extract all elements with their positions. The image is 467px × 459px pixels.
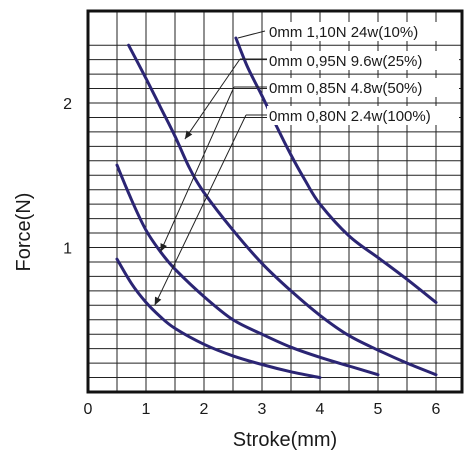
plot-frame: [86, 9, 464, 394]
x-tick-label: 4: [316, 401, 325, 418]
arrowhead: [154, 296, 162, 306]
grid: [88, 11, 462, 392]
legend-label-3: 0mm 0,85N 4.8w(50%): [269, 80, 422, 97]
series-line-1: [234, 36, 438, 304]
legend-label-background: [267, 78, 459, 97]
y-tick-label: 2: [63, 96, 72, 113]
x-tick-label: 5: [374, 401, 383, 418]
x-axis-title: Stroke(mm): [233, 429, 337, 451]
arrowhead: [184, 130, 193, 140]
legend-label-2: 0mm 0,95N 9.6w(25%): [269, 53, 422, 70]
legend-label-background: [267, 106, 459, 125]
y-tick-label: 1: [63, 241, 72, 258]
series-line-4: [115, 257, 322, 380]
y-axis-title: Force(N): [13, 193, 35, 272]
leader-line: [160, 86, 235, 253]
legend-label-background: [267, 51, 459, 70]
leader-line: [237, 30, 266, 39]
x-tick-label: 3: [258, 401, 267, 418]
leader-line: [184, 58, 241, 140]
series-line-2: [127, 43, 438, 377]
x-tick-label: 0: [84, 401, 93, 418]
curves: [115, 36, 438, 380]
legend-label-1: 0mm 1,10N 24w(10%): [269, 24, 418, 41]
series-line-3: [115, 163, 380, 377]
x-tick-label: 2: [200, 401, 209, 418]
legend-label-4: 0mm 0,80N 2.4w(100%): [269, 108, 431, 125]
x-tick-label: 6: [432, 401, 441, 418]
leader-line: [154, 114, 247, 306]
legend-label-background: [267, 22, 459, 41]
arrowhead: [160, 243, 167, 252]
x-tick-label: 1: [142, 401, 151, 418]
tick-labels: 0 1 2 3 4 5 6 1 2: [63, 96, 440, 418]
annotations: 0mm 1,10N 24w(10%) 0mm 0,95N 9.6w(25%) 0mm…: [154, 22, 459, 306]
